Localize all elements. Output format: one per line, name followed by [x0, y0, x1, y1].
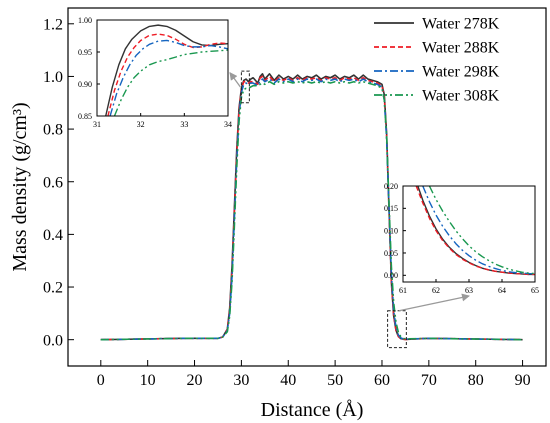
inset-plot-top-left: 31 32 33 34 0.85 0.90 0.95 1.00 — [78, 16, 232, 129]
main-series-2-line — [100, 75, 523, 341]
inset-top-left-y-tick-label: 0.90 — [78, 80, 92, 89]
inset-top-left-background — [97, 20, 228, 116]
inset-bottom-right-zoom-region — [387, 310, 407, 349]
main-y-tick-label: 1.2 — [43, 16, 63, 33]
inset-bottom-right-x-tick-label: 65 — [531, 286, 539, 295]
inset-bottom-right-y-tick-label: 0.05 — [384, 249, 398, 258]
inset-bottom-right-y-tick-label: 0.00 — [384, 271, 398, 280]
zoom-connectors — [229, 70, 470, 349]
main-x-tick-label: 80 — [468, 372, 484, 389]
main-series-4-line — [100, 80, 523, 341]
inset-bottom-right-series-4-line — [428, 186, 535, 275]
inset-bottom-right-x-tick-label: 63 — [465, 286, 473, 295]
legend-entry-label: Water 288K — [422, 40, 500, 57]
inset-bottom-right-background — [403, 186, 535, 282]
inset-plot-bottom-right: 61 62 63 64 65 0.00 0.05 0.10 0.15 0.20 — [384, 182, 539, 295]
main-y-tick-label: 0.0 — [43, 332, 63, 349]
main-frame — [67, 7, 547, 367]
main-x-tick-label: 50 — [327, 372, 343, 389]
main-y-tick-label: 0.8 — [43, 122, 63, 139]
x-axis-label: Distance (Å) — [261, 399, 364, 421]
inset-top-left-x-tick-label: 34 — [224, 120, 232, 129]
inset-top-left-connector-arrow — [229, 71, 241, 88]
y-axis-label: Mass density (g/cm³) — [9, 102, 31, 271]
inset-top-left-y-tick-label: 0.95 — [78, 48, 92, 57]
legend-entry-label: Water 308K — [422, 88, 500, 105]
main-y-tick-label: 0.2 — [43, 280, 63, 297]
main-x-tick-label: 10 — [140, 372, 156, 389]
inset-bottom-right-x-tick-label: 64 — [498, 286, 506, 295]
main-x-tick-label: 20 — [187, 372, 203, 389]
inset-top-left-series-2-line — [107, 33, 228, 116]
inset-bottom-right-y-tick-label: 0.10 — [384, 226, 398, 235]
legend-entry-label: Water 278K — [422, 16, 500, 33]
inset-bottom-right-y-tick-label: 0.20 — [384, 182, 398, 191]
inset-top-left-x-tick-label: 32 — [137, 120, 145, 129]
inset-top-left-x-tick-label: 31 — [93, 120, 101, 129]
main-y-tick-label: 1.0 — [43, 69, 63, 86]
main-x-tick-label: 90 — [515, 372, 531, 389]
inset-bottom-right-series-2-line — [415, 186, 535, 276]
inset-bottom-right-x-tick-label: 61 — [399, 286, 407, 295]
inset-top-left-y-tick-label: 0.85 — [78, 112, 92, 121]
inset-bottom-right-x-tick-label: 62 — [432, 286, 440, 295]
main-x-tick-label: 40 — [280, 372, 296, 389]
inset-top-left-series-3-line — [109, 39, 228, 116]
main-x-tick-label: 60 — [374, 372, 390, 389]
inset-bottom-right-series-3-line — [422, 186, 535, 275]
main-x-tick-label: 0 — [97, 372, 105, 389]
main-x-tick-label: 30 — [233, 372, 249, 389]
inset-bottom-right-connector-arrow — [398, 293, 470, 312]
main-y-tick-label: 0.6 — [43, 174, 63, 191]
legend: Water 278K Water 288K Water 298K Water 308K — [374, 16, 500, 105]
inset-top-left-x-tick-label: 33 — [180, 120, 188, 129]
main-y-tick-label: 0.4 — [43, 227, 63, 244]
inset-top-left-frame — [96, 19, 229, 117]
inset-top-left-y-tick-label: 1.00 — [78, 16, 92, 25]
main-x-tick-label: 70 — [421, 372, 437, 389]
inset-bottom-right-series-1-line — [417, 186, 535, 276]
legend-entry-label: Water 298K — [422, 64, 500, 81]
inset-bottom-right-y-tick-label: 0.15 — [384, 204, 398, 213]
